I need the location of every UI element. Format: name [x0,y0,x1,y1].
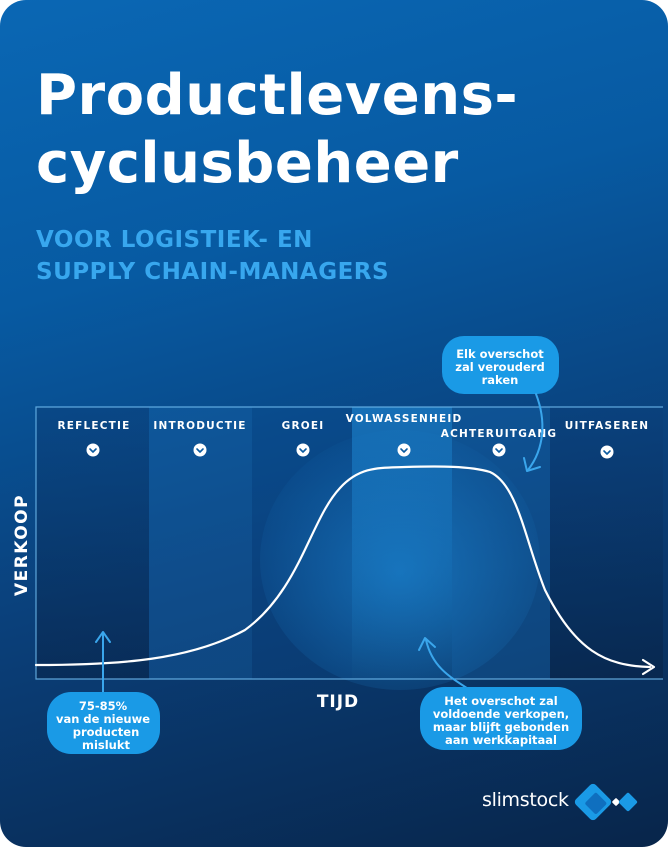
phase-label-groei: GROEI [282,420,325,432]
callout-surplus-line-4: aan werkkapitaal [445,733,557,747]
logo-text: slimstock [482,789,569,811]
callout-failure-arrowhead [95,631,111,643]
callout-obsolete-line-2: zal verouderd [455,360,544,374]
page-title: Productlevens- cyclusbeheer [36,62,518,198]
callout-surplus-arrow [425,639,471,691]
callout-surplus-line-3: maar blijft gebonden [433,720,569,734]
chevron-down-icon[interactable] [86,443,100,457]
logo-mark-icon [574,783,638,821]
callout-obsolete-arrowhead [523,457,541,472]
chart-frame [35,406,663,680]
chevron-down-icon[interactable] [600,445,614,459]
page-subtitle: VOOR LOGISTIEK- EN SUPPLY CHAIN-MANAGERS [36,224,389,288]
callout-surplus [420,687,582,750]
callout-failure-line-2: van de nieuwe [56,712,150,726]
phase-label-introductie: INTRODUCTIE [153,420,246,432]
curve-arrowhead [641,658,656,676]
y-axis-label: VERKOOP [12,494,32,596]
chevron-down-icon[interactable] [296,443,310,457]
callout-obsolete-line-1: Elk overschot [456,347,544,361]
phase-label-reflectie: REFLECTIE [57,420,130,432]
chevron-down-icon[interactable] [193,443,207,457]
callout-obsolete-arrow [527,393,544,471]
lifecycle-curve [34,465,652,669]
callout-failure-line-4: mislukt [82,738,131,752]
chevron-down-icon[interactable] [492,443,506,457]
phase-label-achteruitgang: ACHTERUITGANG [441,428,557,440]
title-line-1: Productlevens- [36,63,519,128]
callout-surplus-arrowhead [418,637,436,651]
callout-failure-line-3: producten [73,725,140,739]
chevron-down-icon[interactable] [397,443,411,457]
callout-failure [47,692,160,754]
callout-obsolete [442,336,559,394]
callout-surplus-line-2: voldoende verkopen, [433,707,569,721]
subtitle-line-1: VOOR LOGISTIEK- EN [36,227,313,253]
callout-obsolete-line-3: raken [482,373,519,387]
callout-surplus-line-1: Het overschot zal [444,694,557,708]
title-line-2: cyclusbeheer [36,131,459,196]
subtitle-line-2: SUPPLY CHAIN-MANAGERS [36,259,390,285]
x-axis-label: TIJD [317,692,359,712]
phase-label-volwassenheid: VOLWASSENHEID [346,413,463,425]
callout-failure-line-1: 75-85% [79,699,128,713]
slimstock-logo: slimstock [482,778,652,828]
maturity-glow [260,430,540,690]
phase-label-uitfaseren: UITFASEREN [565,420,649,432]
